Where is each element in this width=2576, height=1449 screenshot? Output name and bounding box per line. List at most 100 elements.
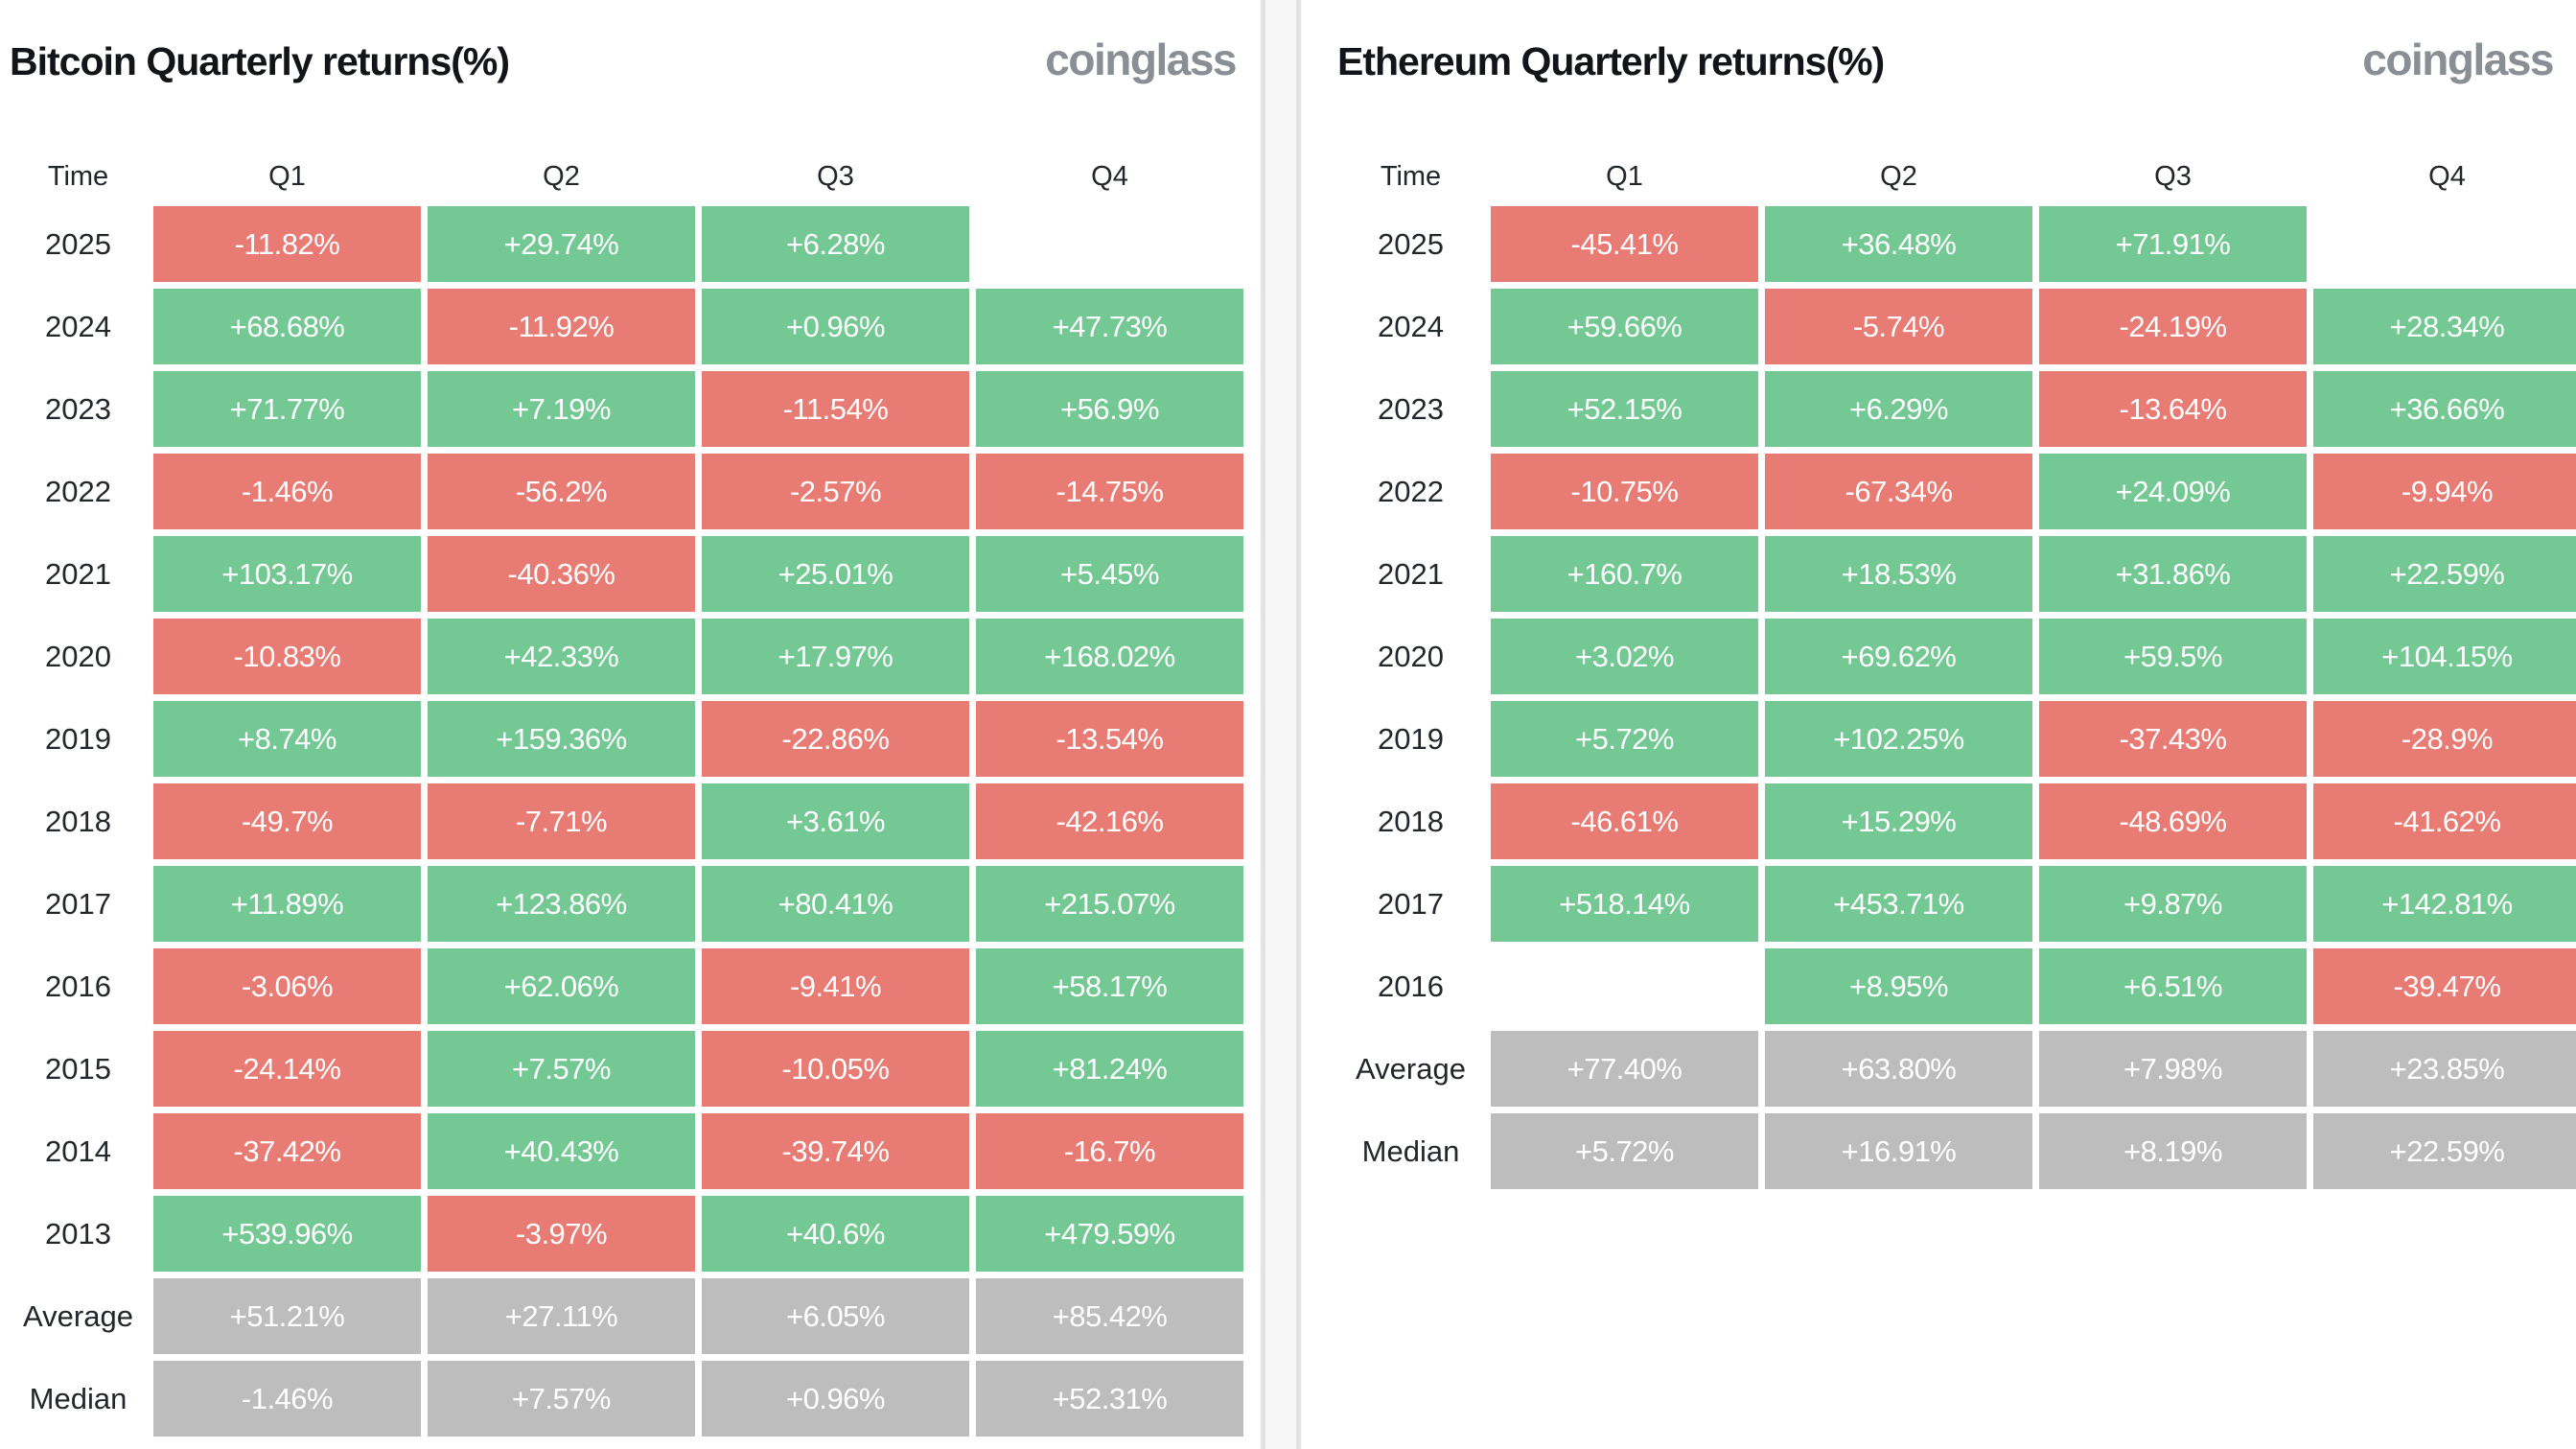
- page-title: Ethereum Quarterly returns(%): [1337, 39, 1885, 83]
- row-label: 2013: [45, 1216, 111, 1250]
- panel-header: Bitcoin Quarterly returns(%) coinglass: [10, 35, 1237, 84]
- row-label: 2019: [45, 721, 111, 756]
- row-label: Average: [1356, 1051, 1466, 1086]
- return-cell: +159.36%: [428, 701, 695, 777]
- return-cell: +0.96%: [702, 1361, 969, 1437]
- row-label: Average: [23, 1298, 133, 1333]
- return-cell: -10.83%: [153, 619, 421, 694]
- return-cell: +80.41%: [702, 866, 969, 942]
- return-cell: +22.59%: [2313, 536, 2576, 612]
- row-label: 2018: [1378, 804, 1444, 838]
- return-cell: -1.46%: [153, 1361, 421, 1437]
- row-label: 2025: [45, 226, 111, 261]
- quarter-column-header: Q4: [2428, 160, 2466, 192]
- return-cell: -1.46%: [153, 454, 421, 529]
- return-cell: +9.87%: [2039, 866, 2307, 942]
- return-cell: +7.98%: [2039, 1031, 2307, 1107]
- return-cell: +160.7%: [1491, 536, 1758, 612]
- return-cell: -11.82%: [153, 206, 421, 282]
- row-label: Median: [29, 1381, 128, 1415]
- return-cell: -40.36%: [428, 536, 695, 612]
- return-cell: +0.96%: [702, 289, 969, 364]
- return-cell: +539.96%: [153, 1196, 421, 1272]
- row-label: 2024: [45, 309, 111, 343]
- return-cell: +8.74%: [153, 701, 421, 777]
- row-label: 2022: [45, 474, 111, 508]
- return-cell: -67.34%: [1765, 454, 2032, 529]
- return-cell: +104.15%: [2313, 619, 2576, 694]
- coinglass-logo: coinglass: [1045, 35, 1237, 84]
- return-cell: -39.74%: [702, 1113, 969, 1189]
- row-label: 2017: [45, 886, 111, 921]
- row-label: 2018: [45, 804, 111, 838]
- row-label: 2021: [1378, 556, 1444, 591]
- return-cell: -39.47%: [2313, 948, 2576, 1024]
- return-cell: +3.61%: [702, 783, 969, 859]
- return-cell: +8.95%: [1765, 948, 2032, 1024]
- page-title: Bitcoin Quarterly returns(%): [10, 39, 510, 83]
- return-cell: +68.68%: [153, 289, 421, 364]
- row-label: Median: [1361, 1133, 1460, 1168]
- return-cell: +6.28%: [702, 206, 969, 282]
- return-cell: -22.86%: [702, 701, 969, 777]
- return-cell: +27.11%: [428, 1278, 695, 1354]
- return-cell: +168.02%: [976, 619, 1243, 694]
- quarter-column-header: Q2: [543, 160, 580, 192]
- return-cell: -42.16%: [976, 783, 1243, 859]
- return-cell: +36.48%: [1765, 206, 2032, 282]
- return-cell: -41.62%: [2313, 783, 2576, 859]
- return-cell: +51.21%: [153, 1278, 421, 1354]
- return-cell: +479.59%: [976, 1196, 1243, 1272]
- return-cell: -2.57%: [702, 454, 969, 529]
- return-cell: +7.57%: [428, 1031, 695, 1107]
- return-cell: -9.94%: [2313, 454, 2576, 529]
- return-cell: -46.61%: [1491, 783, 1758, 859]
- return-cell: +8.19%: [2039, 1113, 2307, 1189]
- return-cell: +142.81%: [2313, 866, 2576, 942]
- return-cell: +63.80%: [1765, 1031, 2032, 1107]
- quarter-column-header: Q1: [268, 160, 306, 192]
- return-cell: -14.75%: [976, 454, 1243, 529]
- return-cell: -49.7%: [153, 783, 421, 859]
- empty-cell: [2313, 206, 2576, 282]
- return-cell: -48.69%: [2039, 783, 2307, 859]
- return-cell: +215.07%: [976, 866, 1243, 942]
- row-label: 2016: [1378, 969, 1444, 1003]
- return-cell: -11.92%: [428, 289, 695, 364]
- row-label: 2023: [1378, 391, 1444, 426]
- return-cell: +59.66%: [1491, 289, 1758, 364]
- return-cell: +62.06%: [428, 948, 695, 1024]
- return-cell: -24.14%: [153, 1031, 421, 1107]
- return-cell: +40.6%: [702, 1196, 969, 1272]
- bitcoin-returns-panel: Bitcoin Quarterly returns(%) coinglass T…: [0, 0, 1265, 1449]
- return-cell: +453.71%: [1765, 866, 2032, 942]
- row-label: 2019: [1378, 721, 1444, 756]
- return-cell: +6.29%: [1765, 371, 2032, 447]
- return-cell: -56.2%: [428, 454, 695, 529]
- return-cell: -7.71%: [428, 783, 695, 859]
- coinglass-logo: coinglass: [2362, 35, 2554, 84]
- row-label: 2021: [45, 556, 111, 591]
- return-cell: +6.51%: [2039, 948, 2307, 1024]
- return-cell: +81.24%: [976, 1031, 1243, 1107]
- return-cell: -3.97%: [428, 1196, 695, 1272]
- return-cell: +71.77%: [153, 371, 421, 447]
- bitcoin-returns-table: Time Q1 Q2 Q3 Q4 2025 -11.82% +29.74% +6.28% 2024…: [10, 153, 1243, 1437]
- row-label: 2015: [45, 1051, 111, 1086]
- return-cell: +103.17%: [153, 536, 421, 612]
- return-cell: -24.19%: [2039, 289, 2307, 364]
- return-cell: +31.86%: [2039, 536, 2307, 612]
- quarter-column-header: Q2: [1880, 160, 1917, 192]
- return-cell: +518.14%: [1491, 866, 1758, 942]
- empty-cell: [1491, 948, 1758, 1024]
- row-label: 2025: [1378, 226, 1444, 261]
- panel-header: Ethereum Quarterly returns(%) coinglass: [1337, 35, 2554, 84]
- quarter-column-header: Q4: [1091, 160, 1128, 192]
- return-cell: +23.85%: [2313, 1031, 2576, 1107]
- return-cell: +102.25%: [1765, 701, 2032, 777]
- return-cell: +56.9%: [976, 371, 1243, 447]
- return-cell: -16.7%: [976, 1113, 1243, 1189]
- row-label: 2014: [45, 1133, 111, 1168]
- row-label: 2020: [45, 639, 111, 673]
- ethereum-returns-table: Time Q1 Q2 Q3 Q4 2025 -45.41% +36.48% +71.91% 202…: [1337, 153, 2576, 1189]
